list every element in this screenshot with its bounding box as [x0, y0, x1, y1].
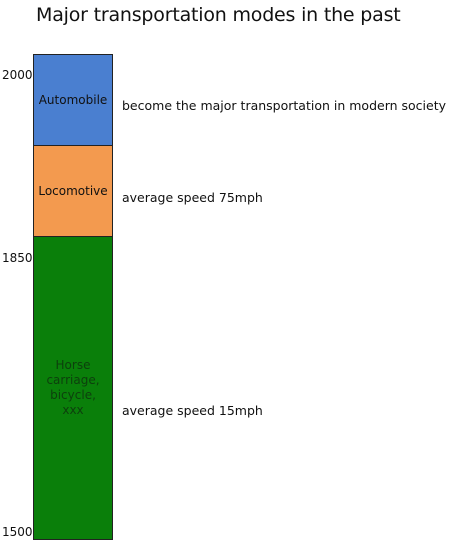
diagram-title: Major transportation modes in the past	[36, 4, 401, 26]
segment-label-automobile: Automobile	[38, 92, 108, 107]
axis-label-2000: 2000	[2, 68, 33, 82]
description-locomotive: average speed 75mph	[122, 190, 263, 205]
segment-label-horse-carriage: Horse carriage, bicycle, xxx	[46, 358, 100, 417]
description-horse-carriage: average speed 15mph	[122, 403, 263, 418]
segment-locomotive: Locomotive	[33, 145, 113, 237]
segment-automobile: Automobile	[33, 54, 113, 146]
segment-horse-carriage: Horse carriage, bicycle, xxx	[33, 236, 113, 540]
timeline-bar: Automobile Locomotive Horse carriage, bi…	[33, 54, 113, 540]
axis-label-1850: 1850	[2, 251, 33, 265]
segment-label-locomotive: Locomotive	[38, 183, 108, 198]
axis-label-1500: 1500	[2, 525, 33, 539]
description-automobile: become the major transportation in moder…	[122, 98, 447, 113]
